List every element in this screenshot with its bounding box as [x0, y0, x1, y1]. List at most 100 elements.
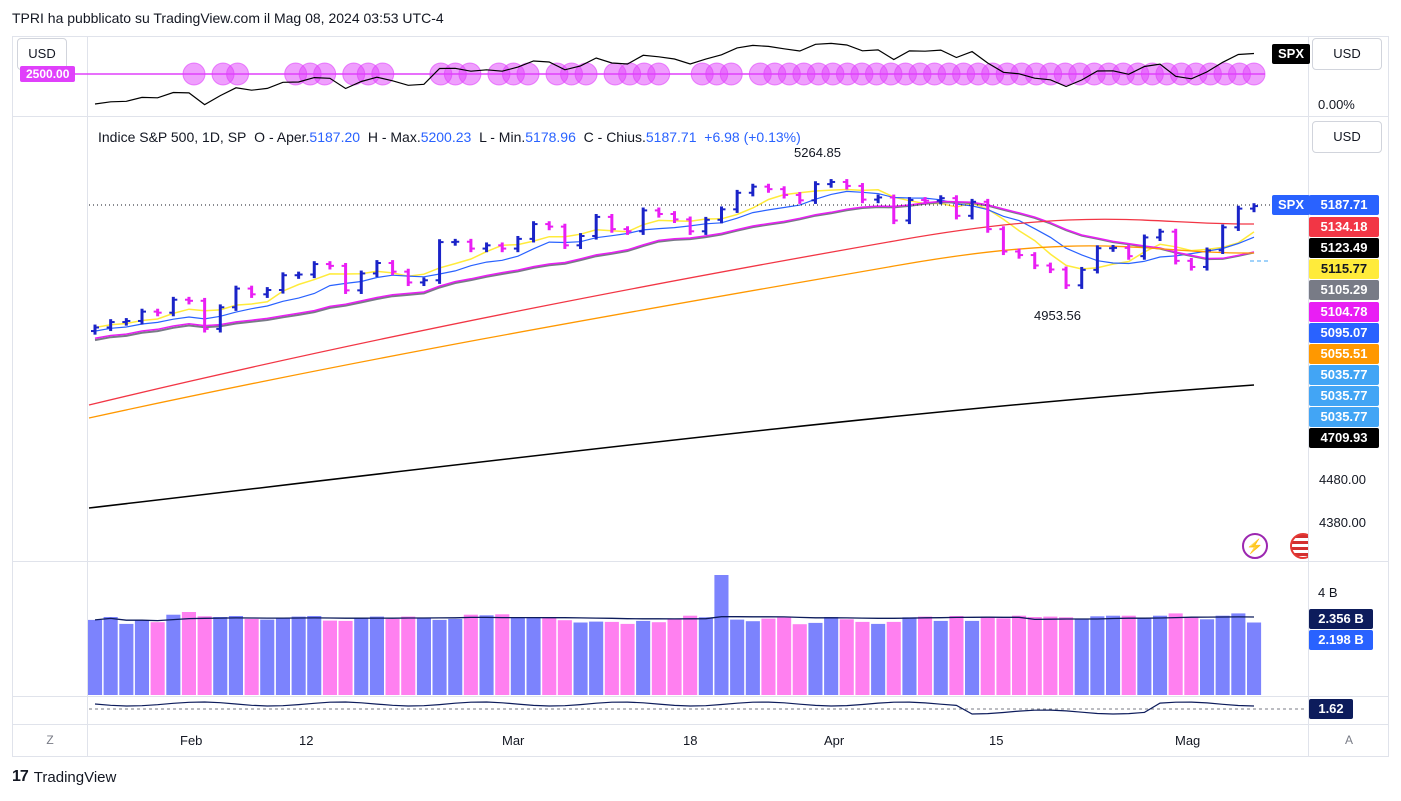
- ohlc-bar: [122, 318, 131, 326]
- volume-bar: [542, 617, 557, 695]
- ma-yellow: [94, 188, 1255, 329]
- volume-bar: [808, 622, 823, 695]
- volume-bar: [714, 575, 729, 695]
- legend-close-label: C - Chius.: [583, 129, 646, 145]
- price-tag: 5035.77: [1309, 407, 1379, 427]
- volume-bar: [965, 620, 980, 695]
- volume-bar: [322, 620, 337, 695]
- volume-bar: [918, 616, 933, 695]
- ohlc-bar: [1156, 228, 1165, 242]
- volume-bar: [792, 624, 807, 695]
- price-tag: 5105.29: [1309, 280, 1379, 300]
- time-label-12: 12: [299, 733, 314, 748]
- volume-bar: [996, 618, 1011, 695]
- volume-bar: [88, 619, 103, 695]
- ohlc-bar: [1234, 205, 1243, 231]
- ohlc-legend[interactable]: Indice S&P 500, 1D, SP O - Aper.5187.20 …: [98, 129, 801, 145]
- top-pane-left-label: 2500.00: [20, 66, 76, 82]
- ohlc-bar: [1077, 266, 1086, 289]
- ohlc-bar: [451, 238, 460, 246]
- ohlc-bar: [874, 194, 883, 204]
- volume-bar: [1137, 617, 1152, 695]
- publisher-line: TPRI ha pubblicato su TradingView.com il…: [12, 10, 444, 26]
- ohlc-bar: [968, 198, 977, 220]
- ohlc-bar: [263, 287, 272, 298]
- ohlc-bar: [999, 226, 1008, 256]
- ohlc-bar: [1015, 248, 1024, 259]
- volume-bar: [510, 617, 525, 695]
- price-tag: 5035.77: [1309, 365, 1379, 385]
- ohlc-bar: [278, 272, 287, 294]
- volume-bar: [886, 621, 901, 695]
- volume-bar: [1043, 616, 1058, 695]
- signal-marker: [182, 62, 206, 86]
- us-flag-icon[interactable]: [1290, 533, 1308, 559]
- volume-bar: [166, 614, 181, 695]
- time-label-18: 18: [683, 733, 698, 748]
- ohlc-bar: [905, 197, 914, 225]
- ohlc-bar: [560, 223, 569, 249]
- volume-bar: [307, 616, 322, 695]
- time-label-feb: Feb: [180, 733, 203, 748]
- signal-marker: [719, 62, 743, 86]
- legend-open: 5187.20: [309, 129, 361, 145]
- volume-bar: [824, 617, 839, 695]
- volume-bar: [683, 615, 698, 695]
- ohlc-bar: [294, 271, 303, 279]
- footer[interactable]: 17 TradingView: [12, 768, 116, 786]
- volume-bar: [275, 617, 290, 695]
- volume-pane-divider: [13, 561, 1388, 562]
- volume-bar: [385, 618, 400, 695]
- volume-bar: [134, 620, 149, 695]
- ohlc-bar: [216, 304, 225, 333]
- lightning-icon[interactable]: ⚡: [1242, 533, 1268, 559]
- signal-marker: [458, 62, 482, 86]
- volume-bar: [1012, 615, 1027, 695]
- volume-bar: [369, 616, 384, 695]
- volume-bar: [150, 622, 165, 695]
- legend-close: 5187.71: [645, 129, 697, 145]
- auto-scale-button[interactable]: A: [1344, 733, 1353, 747]
- time-label-apr: Apr: [824, 733, 845, 748]
- ohlc-bar: [153, 308, 162, 317]
- ohlc-bar: [983, 198, 992, 233]
- signal-marker: [226, 62, 250, 86]
- volume-bar: [1168, 613, 1183, 695]
- ohlc-bar: [936, 195, 945, 205]
- volume-tag-2: 2.198 B: [1309, 630, 1373, 650]
- currency-top-right[interactable]: USD: [1312, 38, 1382, 70]
- zoom-reset-button[interactable]: Z: [46, 733, 54, 747]
- volume-bar: [244, 618, 259, 695]
- time-label-mag: Mag: [1175, 733, 1201, 748]
- volume-bar: [495, 614, 510, 695]
- volume-bar: [463, 614, 478, 695]
- volume-bar: [949, 616, 964, 695]
- price-tag: 4709.93: [1309, 428, 1379, 448]
- ohlc-bar: [654, 207, 663, 218]
- volume-bar: [197, 616, 212, 695]
- volume-bar: [338, 620, 353, 695]
- ohlc-bar: [91, 324, 99, 335]
- tradingview-logo-icon: 17: [12, 768, 29, 785]
- left-axis-divider: [87, 37, 88, 757]
- ohlc-bar: [1171, 228, 1180, 265]
- ohlc-bar: [748, 183, 757, 197]
- legend-low: 5178.96: [525, 129, 576, 145]
- ohlc-bar: [827, 179, 836, 188]
- volume-bar: [573, 622, 588, 695]
- top-pane-percent: 0.00%: [1318, 97, 1355, 112]
- currency-main-right[interactable]: USD: [1312, 121, 1382, 153]
- ohlc-bar: [498, 242, 507, 253]
- volume-bar: [589, 621, 604, 695]
- ohlc-bar: [357, 270, 366, 294]
- ohlc-bar: [1124, 244, 1133, 260]
- main-symbol-badge: SPX: [1272, 195, 1311, 215]
- price-tag: 5035.77: [1309, 386, 1379, 406]
- ohlc-bar: [733, 189, 742, 213]
- price-tag: 5123.49: [1309, 238, 1379, 258]
- volume-bar: [839, 619, 854, 695]
- time-axis-divider: [13, 724, 1388, 725]
- ohlc-bar: [686, 216, 695, 235]
- volume-bar: [526, 617, 541, 695]
